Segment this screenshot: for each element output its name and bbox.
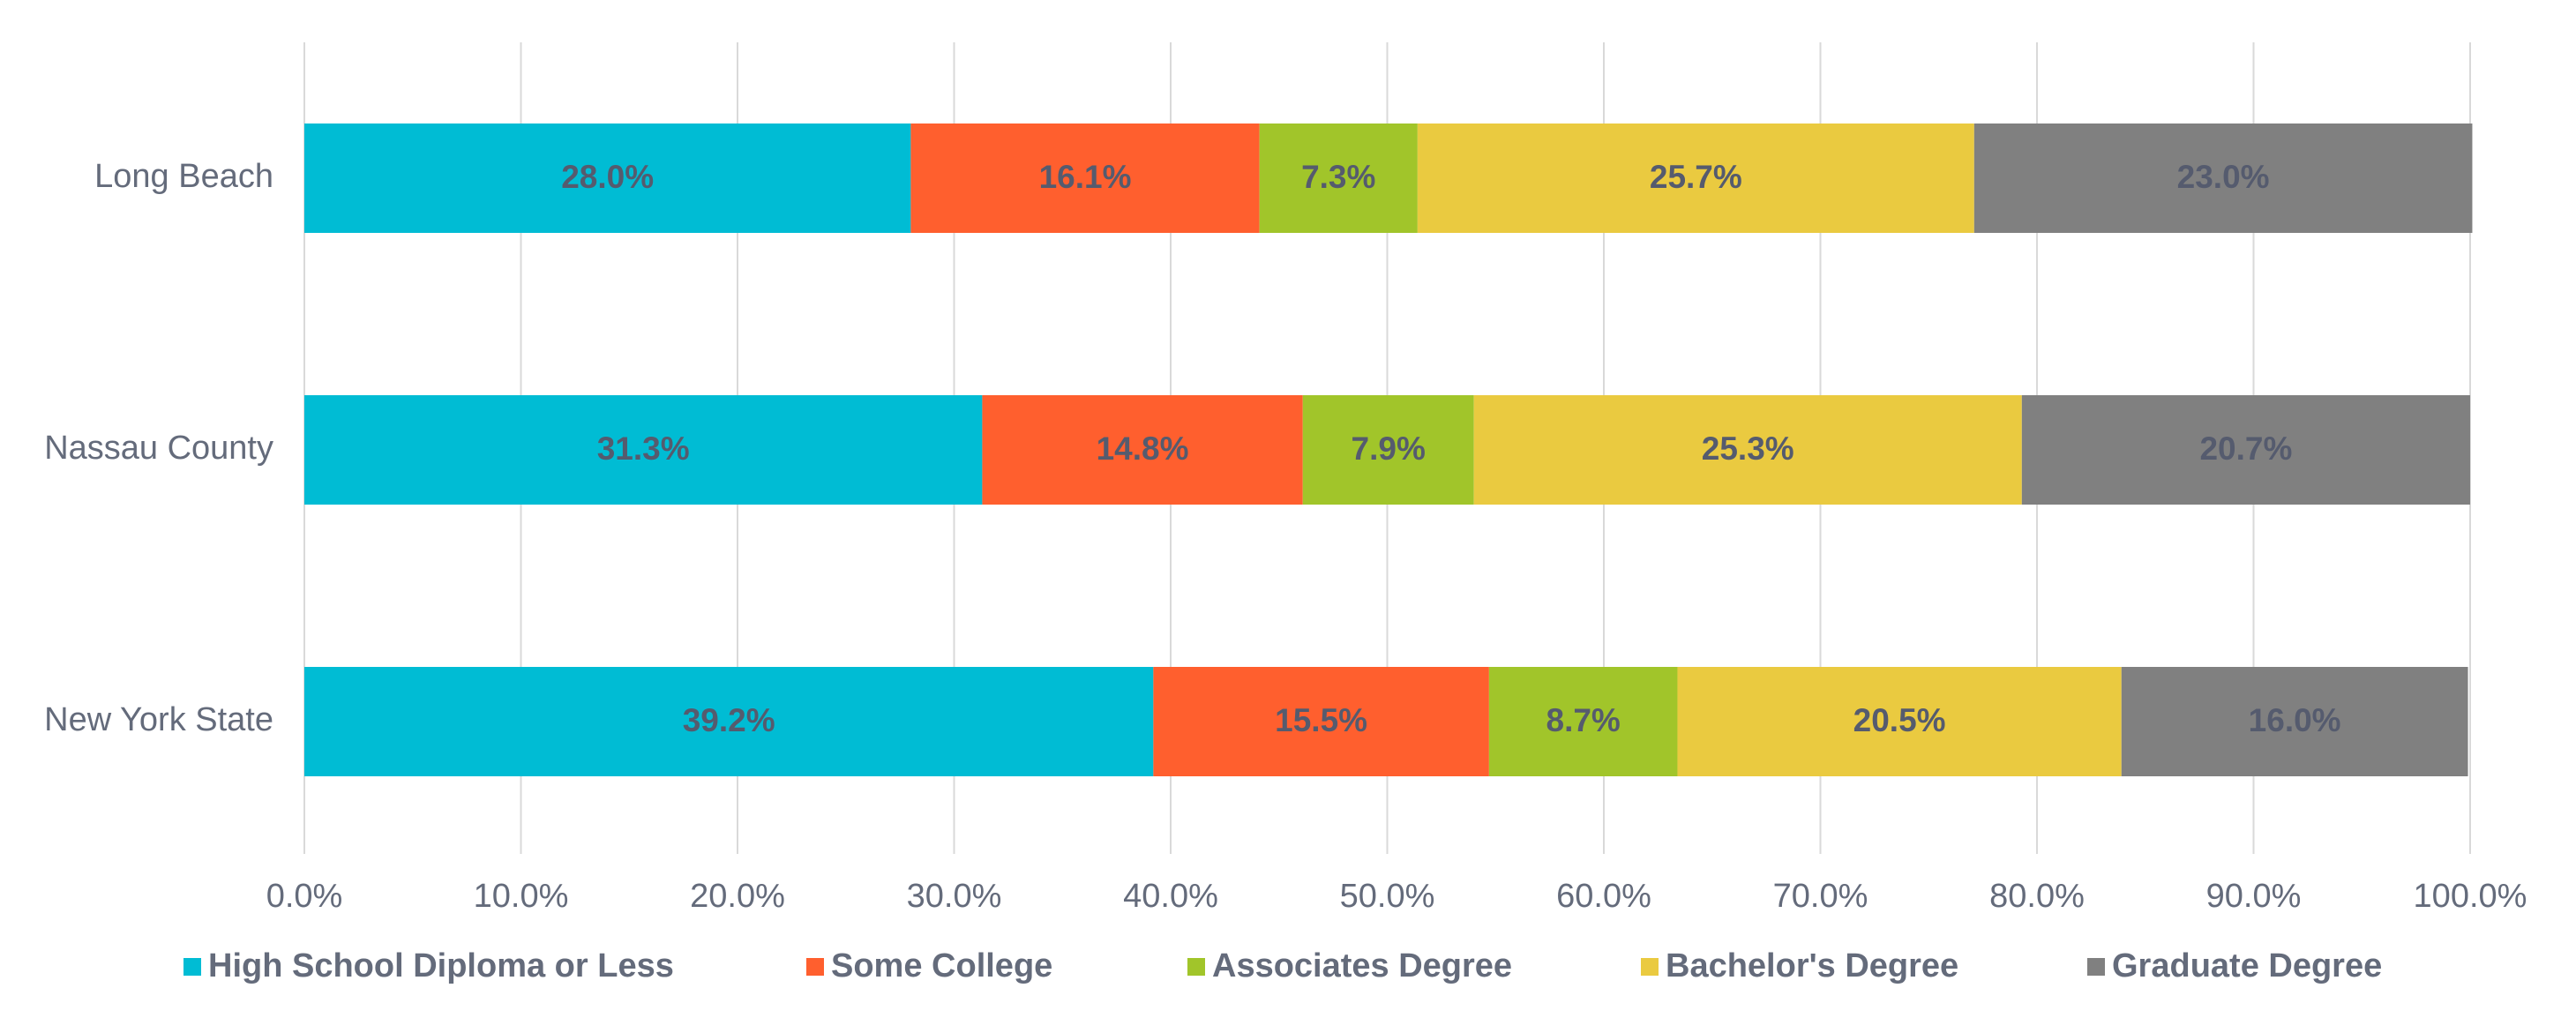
bar-group-nassau-county: 31.3% 14.8% 7.9% 25.3% 20.7%	[304, 395, 2470, 505]
legend-swatch	[2087, 958, 2105, 976]
data-label: 15.5%	[1275, 702, 1367, 738]
legend-swatch	[183, 958, 201, 976]
x-tick-label: 60.0%	[1556, 878, 1651, 915]
bar-segment	[304, 667, 1154, 776]
legend-swatch	[806, 958, 824, 976]
legend-item: Some College	[806, 947, 1052, 984]
legend-item: High School Diploma or Less	[183, 947, 674, 984]
x-tick-label: 10.0%	[474, 878, 569, 915]
data-label: 31.3%	[597, 430, 690, 467]
category-label: Long Beach	[94, 158, 273, 195]
legend-label: Graduate Degree	[2112, 947, 2382, 984]
data-label: 16.1%	[1039, 159, 1132, 195]
x-tick-label: 50.0%	[1340, 878, 1435, 915]
x-tick-label: 80.0%	[1989, 878, 2085, 915]
bar-segment	[1259, 124, 1418, 233]
legend-item: Associates Degree	[1187, 947, 1512, 984]
legend-swatch	[1187, 958, 1205, 976]
bars: 28.0% 16.1% 7.3% 25.7% 23.0% 31.3% 14.8% 7.9% 25…	[304, 124, 2473, 776]
bar-group-new-york-state: 39.2% 15.5% 8.7% 20.5% 16.0%	[304, 667, 2468, 776]
bar-segment	[2121, 667, 2468, 776]
bar-segment	[1488, 667, 1678, 776]
legend-label: High School Diploma or Less	[208, 947, 674, 984]
legend-label: Some College	[831, 947, 1052, 984]
bar-segment	[2021, 395, 2470, 505]
bar-segment	[1302, 395, 1474, 505]
legend-item: Bachelor's Degree	[1641, 947, 1958, 984]
legend: High School Diploma or Less Some College A…	[183, 947, 2382, 984]
x-tick-label: 100.0%	[2414, 878, 2527, 915]
legend-item: Graduate Degree	[2087, 947, 2382, 984]
data-label: 8.7%	[1546, 702, 1621, 738]
data-label: 20.5%	[1853, 702, 1946, 738]
x-tick-label: 0.0%	[266, 878, 343, 915]
legend-swatch	[1641, 958, 1659, 976]
legend-label: Associates Degree	[1212, 947, 1512, 984]
data-label: 39.2%	[683, 702, 775, 738]
bar-segment	[1473, 395, 2022, 505]
x-axis-ticks: 0.0% 10.0% 20.0% 30.0% 40.0% 50.0% 60.0% 70.0% 8…	[266, 878, 2527, 915]
bar-segment	[982, 395, 1303, 505]
bar-group-long-beach: 28.0% 16.1% 7.3% 25.7% 23.0%	[304, 124, 2473, 233]
x-tick-label: 70.0%	[1773, 878, 1868, 915]
data-label: 28.0%	[561, 159, 654, 195]
x-tick-label: 40.0%	[1123, 878, 1218, 915]
data-label: 25.3%	[1702, 430, 1794, 467]
data-label: 14.8%	[1097, 430, 1189, 467]
data-label: 25.7%	[1650, 159, 1742, 195]
bar-segment	[1973, 124, 2473, 233]
legend-label: Bachelor's Degree	[1666, 947, 1958, 984]
category-label: Nassau County	[44, 430, 273, 467]
x-tick-label: 30.0%	[907, 878, 1002, 915]
bar-segment	[1153, 667, 1489, 776]
data-label: 7.3%	[1301, 159, 1375, 195]
category-label: New York State	[44, 701, 273, 738]
bar-segment	[304, 124, 911, 233]
bar-segment	[304, 395, 983, 505]
bar-segment	[1677, 667, 2122, 776]
data-label: 16.0%	[2249, 702, 2341, 738]
data-label: 23.0%	[2177, 159, 2270, 195]
bar-segment	[1417, 124, 1974, 233]
x-tick-label: 20.0%	[690, 878, 785, 915]
data-label: 20.7%	[2199, 430, 2292, 467]
category-labels: Long Beach Nassau County New York State	[44, 158, 273, 738]
bar-segment	[910, 124, 1260, 233]
x-tick-label: 90.0%	[2206, 878, 2302, 915]
data-label: 7.9%	[1352, 430, 1426, 467]
